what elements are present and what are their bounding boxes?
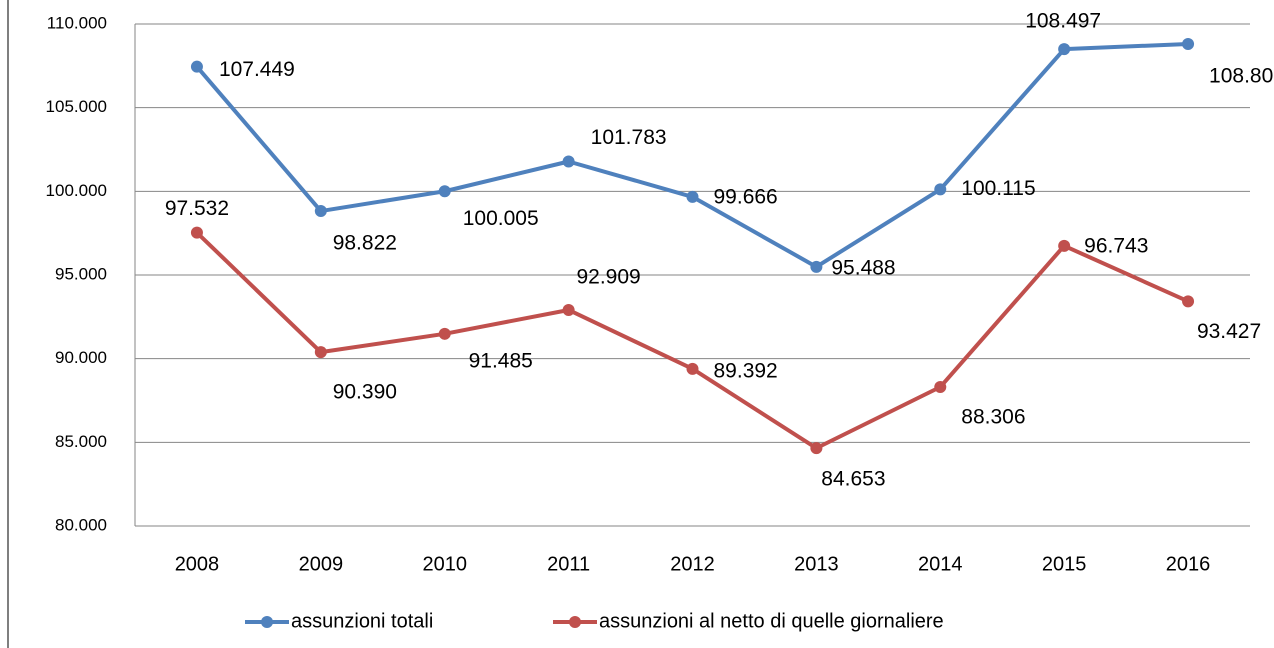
- data-point: [934, 183, 947, 196]
- legend-marker: [569, 616, 581, 628]
- data-point: [562, 155, 575, 168]
- y-tick-label: 85.000: [55, 432, 107, 451]
- data-label: 84.653: [821, 468, 885, 491]
- y-tick-label: 110.000: [47, 13, 107, 32]
- y-tick-label: 90.000: [55, 348, 107, 367]
- data-label: 93.427: [1197, 320, 1261, 343]
- data-point: [934, 381, 947, 394]
- data-label: 98.822: [333, 232, 397, 255]
- x-tick-label: 2013: [794, 553, 839, 575]
- data-label: 99.666: [714, 185, 778, 208]
- x-tick-label: 2015: [1042, 553, 1087, 575]
- data-point: [438, 185, 451, 198]
- data-point: [1058, 239, 1071, 252]
- data-point: [190, 60, 203, 73]
- x-tick-label: 2008: [175, 553, 220, 575]
- y-tick-label: 100.000: [46, 181, 107, 200]
- data-point: [1058, 43, 1071, 56]
- data-point: [314, 205, 327, 218]
- data-label: 88.306: [961, 406, 1025, 429]
- data-point: [1182, 295, 1195, 308]
- x-tick-label: 2012: [670, 553, 715, 575]
- x-tick-label: 2014: [918, 553, 963, 575]
- y-tick-label: 80.000: [55, 515, 107, 534]
- data-point: [686, 362, 699, 375]
- data-point: [686, 190, 699, 203]
- data-point: [314, 346, 327, 359]
- data-label: 100.115: [961, 177, 1035, 200]
- data-point: [810, 442, 823, 455]
- data-label: 95.488: [831, 256, 895, 279]
- y-tick-label: 105.000: [46, 97, 107, 116]
- x-tick-label: 2011: [547, 553, 590, 575]
- data-point: [810, 260, 823, 273]
- y-tick-label: 95.000: [55, 264, 107, 283]
- data-point: [438, 327, 451, 340]
- data-label: 97.532: [165, 197, 229, 220]
- data-label: 90.390: [333, 381, 397, 404]
- data-label: 92.909: [576, 266, 640, 289]
- x-tick-label: 2009: [299, 553, 344, 575]
- x-tick-label: 2016: [1166, 553, 1211, 575]
- data-label: 108.497: [1025, 10, 1101, 33]
- legend-marker: [261, 616, 273, 628]
- data-label: 107.449: [219, 58, 295, 81]
- legend-label: assunzioni al netto di quelle giornalier…: [599, 610, 944, 632]
- x-tick-label: 2010: [422, 553, 467, 575]
- data-label: 108.808: [1209, 64, 1274, 87]
- legend-label: assunzioni totali: [291, 610, 433, 632]
- data-label: 101.783: [591, 126, 667, 149]
- data-label: 100.005: [463, 207, 539, 230]
- data-point: [562, 303, 575, 316]
- series-line: [195, 231, 1189, 451]
- data-label: 89.392: [714, 359, 778, 382]
- data-label: 91.485: [469, 349, 533, 372]
- data-point: [1182, 37, 1195, 50]
- data-point: [190, 226, 203, 239]
- data-label: 96.743: [1084, 234, 1148, 257]
